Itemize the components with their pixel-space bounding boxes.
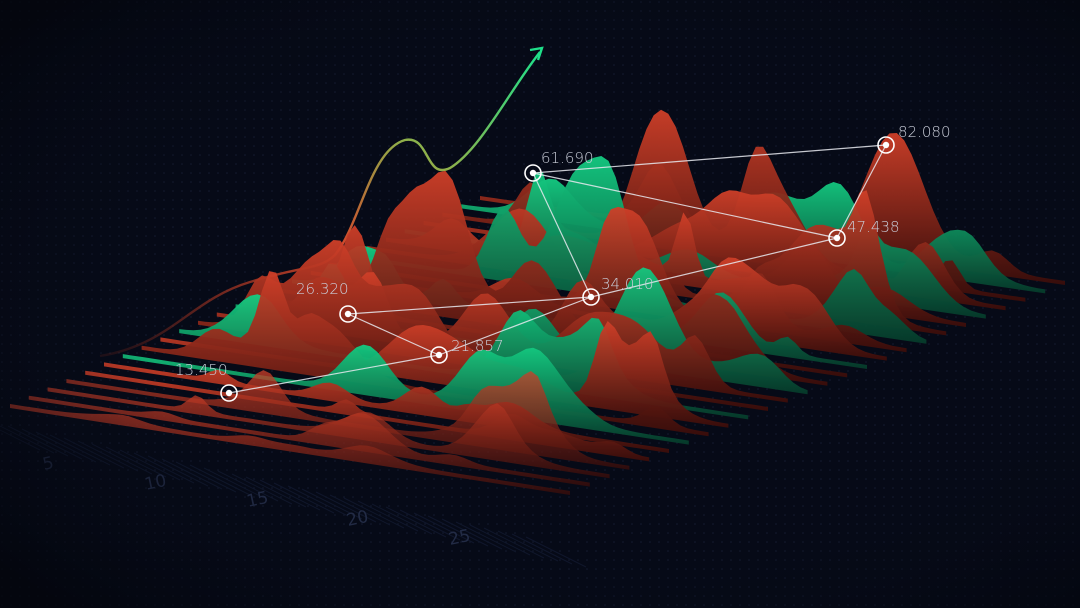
point-label: 82.080 xyxy=(898,123,951,141)
marker-dot xyxy=(587,293,595,301)
marker-dot xyxy=(882,141,890,149)
point-label: 61.690 xyxy=(541,149,594,167)
marker-dot xyxy=(225,389,233,397)
marker-dot xyxy=(344,310,352,318)
marker-dot xyxy=(435,351,443,359)
point-label: 26.320 xyxy=(296,280,349,298)
point-label: 21.857 xyxy=(451,337,504,355)
point-label: 13.450 xyxy=(175,361,228,379)
marker-dot xyxy=(833,234,841,242)
point-label: 47.438 xyxy=(847,218,900,236)
point-label: 34.010 xyxy=(601,275,654,293)
marker-dot xyxy=(529,169,537,177)
